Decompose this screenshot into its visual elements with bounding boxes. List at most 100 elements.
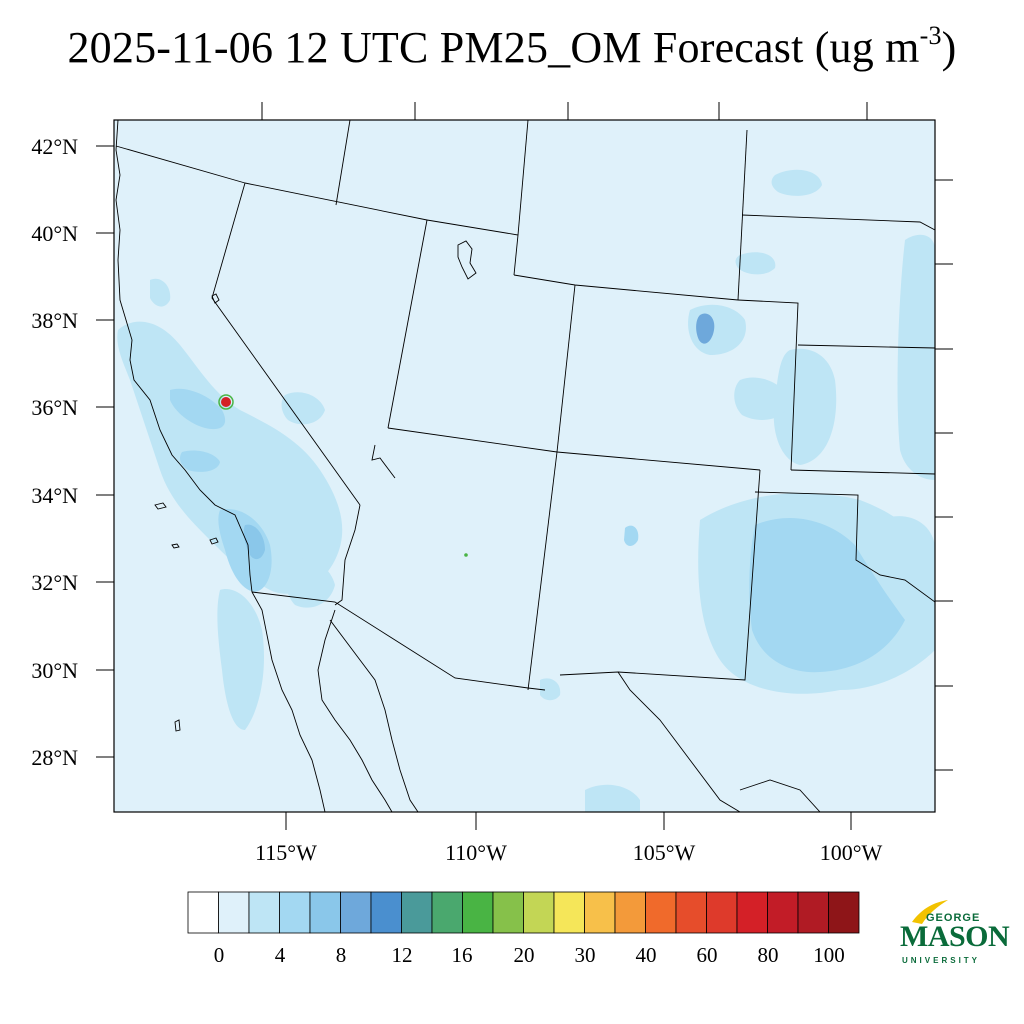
wyoming-patch	[735, 252, 776, 275]
colorbar-swatch	[675, 891, 707, 934]
az-nm-border	[527, 451, 558, 691]
colorbar-swatch	[828, 891, 860, 934]
island-1	[154, 502, 167, 510]
colorbar-swatch	[767, 891, 799, 934]
lat-label-32: 32°N	[31, 570, 78, 595]
plot-title: 2025-11-06 12 UTC PM25_OM Forecast (ug m…	[0, 21, 1024, 73]
baja-patch	[540, 678, 561, 701]
colorbar-swatch	[706, 891, 738, 934]
colorbar-swatch	[492, 891, 524, 934]
az-ca-border	[334, 504, 361, 606]
latitude-labels: 42°N 40°N 38°N 36°N 34°N 32°N 30°N 28°N	[31, 134, 78, 770]
id-wy-border	[335, 120, 351, 206]
lat-label-42: 42°N	[31, 134, 78, 159]
colorbar-label-40: 40	[636, 943, 657, 967]
colorbar-swatch	[584, 891, 616, 934]
great-salt-lake	[457, 240, 477, 280]
lat-label-36: 36°N	[31, 395, 78, 420]
colorbar-swatch	[553, 891, 585, 934]
plains-patch	[773, 348, 837, 465]
island-2	[171, 543, 180, 549]
colorbar-swatch	[645, 891, 677, 934]
colorbar-label-8: 8	[336, 943, 347, 967]
colorbar-swatch	[279, 891, 311, 934]
island-3	[209, 537, 219, 545]
sd-ne-border	[741, 214, 935, 231]
colorbar-swatch	[431, 891, 463, 934]
north-coast-patch	[150, 278, 171, 307]
ne-ks-border	[797, 344, 935, 349]
lon-label-110: 110°W	[445, 840, 507, 865]
ok-ks-border	[790, 469, 935, 475]
logo-mason-text: MASON	[900, 920, 1010, 953]
offshore-plume	[217, 589, 265, 730]
logo-swoosh-icon	[912, 900, 948, 924]
longitude-labels: 115°W 110°W 105°W 100°W	[255, 840, 882, 865]
colorbar-swatch	[309, 891, 341, 934]
lat-label-30: 30°N	[31, 658, 78, 683]
colorbar-swatch	[614, 891, 646, 934]
colorbar-label-30: 30	[575, 943, 596, 967]
rio-grande	[559, 671, 741, 812]
hotspot-green-dot	[464, 553, 468, 557]
title-close: )	[941, 23, 957, 72]
lat-label-28: 28°N	[31, 745, 78, 770]
ut-co-border	[556, 284, 576, 453]
nevada-patch	[281, 392, 325, 425]
new-mexico-patch	[624, 525, 639, 546]
colorado-east-patch	[734, 377, 790, 420]
colorbar-swatch	[401, 891, 433, 934]
nm-tx-border	[617, 469, 761, 681]
colorbar-swatch	[462, 891, 494, 934]
map-frame	[113, 119, 936, 813]
colorbar-swatch	[248, 891, 280, 934]
colorbar-label-4: 4	[275, 943, 286, 967]
colorbar-label-12: 12	[392, 943, 413, 967]
colorbar-label-20: 20	[514, 943, 535, 967]
colorbar-labels: 0 4 8 12 16 20 30 40 60 80 100	[214, 943, 845, 967]
lat-label-40: 40°N	[31, 221, 78, 246]
texas-plume-mid	[749, 517, 905, 673]
san-joaquin-patch	[180, 450, 220, 472]
gmu-logo: GEORGE MASON UNIVERSITY	[896, 900, 1010, 970]
mexico-south-patch	[585, 784, 640, 812]
lon-label-100: 100°W	[820, 840, 883, 865]
gulf-coastline	[317, 609, 393, 812]
colorado-river	[371, 444, 396, 479]
title-text: 2025-11-06 12 UTC PM25_OM Forecast (ug m	[67, 23, 920, 72]
colorbar-label-100: 100	[813, 943, 845, 967]
gulf-coastline-west	[329, 619, 419, 812]
lat-label-34: 34°N	[31, 483, 78, 508]
concentration-shading	[117, 169, 935, 812]
top-ticks	[261, 102, 868, 120]
island-4	[174, 719, 181, 732]
colorbar-swatch	[218, 891, 250, 934]
title-superscript: -3	[919, 21, 942, 51]
colorado-hotspot	[696, 313, 715, 344]
colorbar	[187, 891, 860, 934]
lat-label-38: 38°N	[31, 308, 78, 333]
colorbar-label-60: 60	[697, 943, 718, 967]
ok-tx-panhandle	[754, 491, 935, 603]
co-ne-ks-border	[737, 299, 799, 471]
colorbar-swatch	[187, 891, 219, 934]
hotspot-green-ring	[218, 394, 234, 410]
colorbar-label-80: 80	[758, 943, 779, 967]
mt-wy-border	[517, 120, 529, 236]
pacific-coastline	[115, 120, 326, 812]
nebraska-patch	[771, 169, 822, 196]
la-basin-hotspot	[243, 524, 265, 560]
colorbar-swatch	[340, 891, 372, 934]
colorbar-label-0: 0	[214, 943, 225, 967]
lon-label-115: 115°W	[255, 840, 317, 865]
bottom-ticks	[285, 812, 852, 830]
ca-nv-border	[211, 182, 361, 506]
id-nv-border	[244, 182, 428, 221]
colorbar-swatch	[523, 891, 555, 934]
southern-california-mid	[218, 509, 272, 592]
right-ticks	[935, 179, 953, 771]
or-ca-nv-border	[115, 145, 246, 184]
colorbar-label-16: 16	[452, 943, 473, 967]
mojave-patch	[285, 558, 335, 608]
